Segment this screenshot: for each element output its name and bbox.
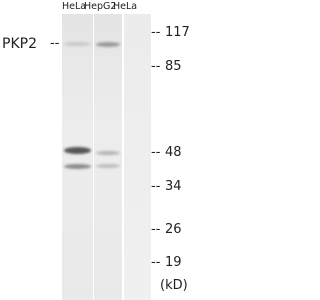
- band: [96, 42, 120, 47]
- lane-label: HeLa: [62, 1, 87, 12]
- marker-label: 34: [165, 179, 182, 194]
- marker-label: 26: [165, 222, 182, 237]
- unit-label: (kD): [160, 278, 188, 293]
- protein-dash: --: [50, 36, 60, 51]
- protein-label: PKP2: [2, 36, 37, 52]
- band: [64, 147, 91, 154]
- band: [96, 164, 120, 168]
- lane-label: HeLa: [113, 1, 138, 12]
- marker-label: 19: [165, 255, 182, 270]
- marker-dash: --: [151, 255, 161, 270]
- marker-label: 85: [165, 59, 182, 74]
- band: [64, 42, 91, 46]
- marker-label: 48: [165, 145, 182, 160]
- lane: [124, 14, 151, 300]
- lane-label: HepG2: [84, 1, 117, 12]
- lane: [62, 14, 93, 300]
- blot-figure: HeLa HepG2 HeLa PKP2 -- -- 117 -- 85 -- 48 -- 3…: [2, 1, 190, 300]
- marker-dash: --: [151, 25, 161, 40]
- lane: [94, 14, 122, 300]
- band: [64, 164, 91, 169]
- marker-dash: --: [151, 179, 161, 194]
- marker-dash: --: [151, 145, 161, 160]
- band: [96, 151, 120, 155]
- marker-dash: --: [151, 222, 161, 237]
- marker-dash: --: [151, 59, 161, 74]
- marker-label: 117: [165, 25, 190, 40]
